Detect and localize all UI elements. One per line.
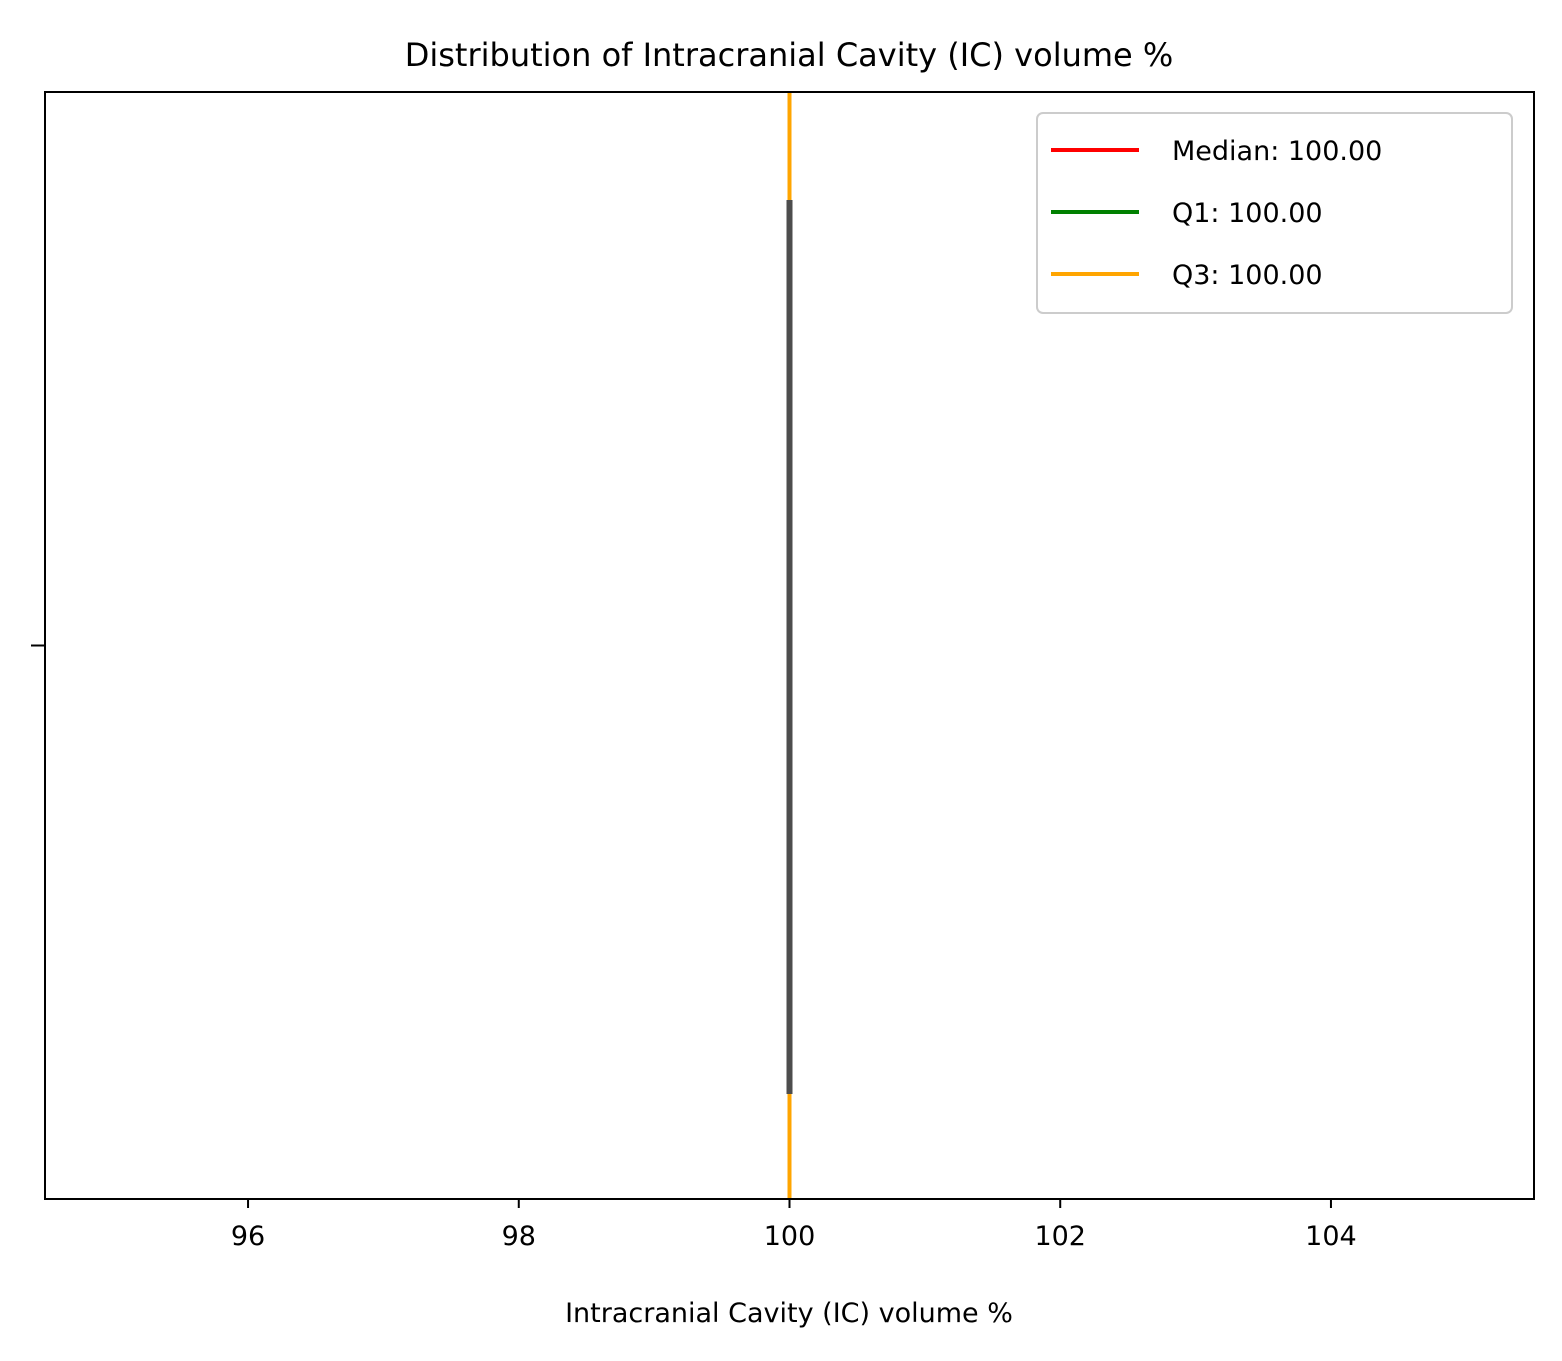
legend-label-0: Median: 100.00 xyxy=(1172,136,1382,167)
x-axis-label: Intracranial Cavity (IC) volume % xyxy=(565,1298,1013,1329)
x-axis: 96 98 100 102 104 xyxy=(231,1199,1357,1252)
x-tick-label-3: 102 xyxy=(1034,1221,1086,1252)
x-tick-label-0: 96 xyxy=(231,1221,265,1252)
legend-label-2: Q3: 100.00 xyxy=(1172,260,1323,291)
x-tick-label-4: 104 xyxy=(1305,1221,1357,1252)
plot-area xyxy=(44,91,1535,1200)
legend-label-1: Q1: 100.00 xyxy=(1172,198,1323,229)
chart-title: Distribution of Intracranial Cavity (IC)… xyxy=(405,36,1174,74)
legend-frame xyxy=(1036,112,1513,314)
x-tick-label-2: 100 xyxy=(764,1221,816,1252)
legend: Median: 100.00 Q1: 100.00 Q3: 100.00 xyxy=(1036,112,1513,314)
x-tick-label-1: 98 xyxy=(502,1221,536,1252)
box-plot xyxy=(786,200,793,1094)
